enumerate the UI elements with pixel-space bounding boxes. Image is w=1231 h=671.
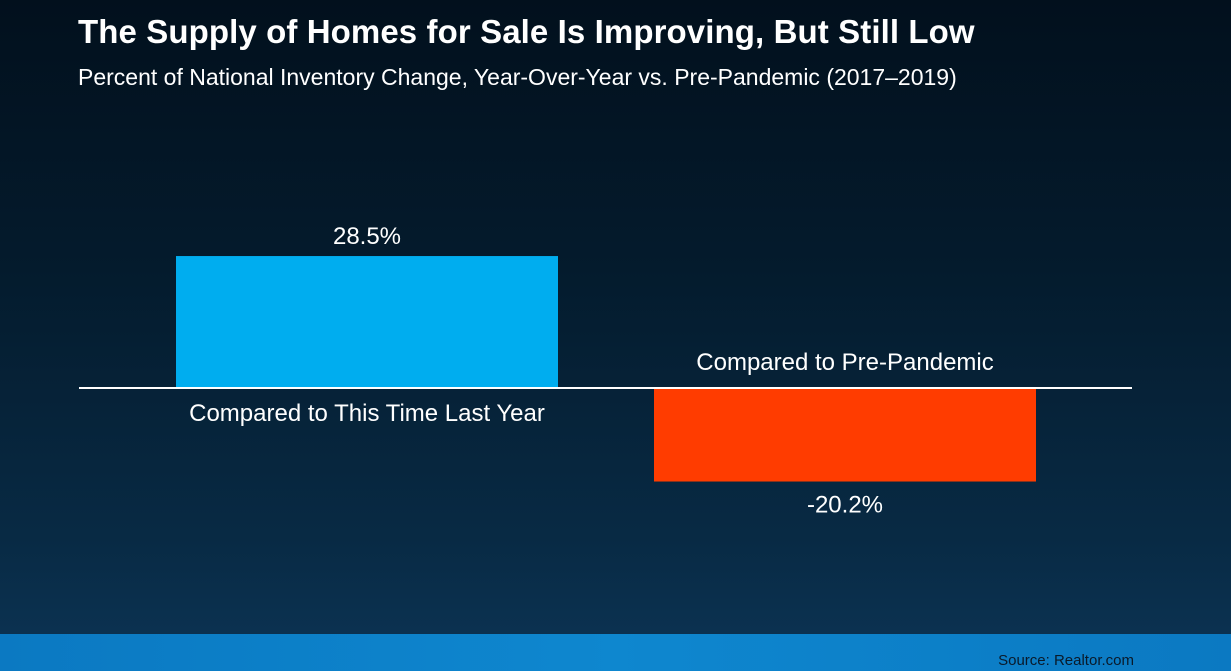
data-label-compared-to-pre-pandemic: -20.2%	[807, 492, 883, 519]
bar-compared-to-this-time-last-year	[176, 256, 558, 388]
data-label-compared-to-this-time-last-year: 28.5%	[333, 223, 401, 250]
bar-compared-to-pre-pandemic	[654, 388, 1036, 482]
bar-chart: 28.5% Compared to This Time Last Year -20.…	[176, 223, 1036, 519]
source-credit: Source: Realtor.com	[998, 652, 1134, 669]
category-label-compared-to-pre-pandemic: Compared to Pre-Pandemic	[696, 349, 993, 376]
category-label-compared-to-this-time-last-year: Compared to This Time Last Year	[189, 400, 545, 427]
chart-title: The Supply of Homes for Sale Is Improvin…	[78, 13, 975, 50]
chart-subtitle: Percent of National Inventory Change, Ye…	[78, 64, 957, 90]
footer-band	[0, 634, 1231, 671]
